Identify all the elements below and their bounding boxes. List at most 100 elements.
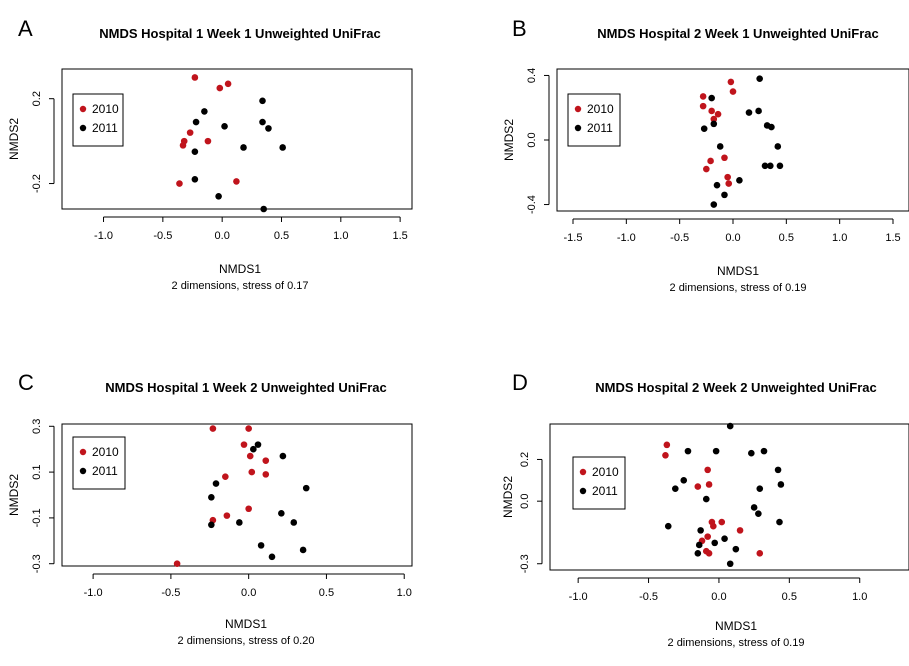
legend-marker bbox=[79, 467, 87, 475]
x-axis-label: NMDS1 bbox=[715, 619, 757, 633]
chart-title: NMDS Hospital 2 Week 1 Unweighted UniFra… bbox=[597, 26, 878, 41]
data-point-2010 bbox=[704, 466, 711, 474]
data-point-2010 bbox=[707, 157, 714, 165]
data-point-2010 bbox=[699, 102, 707, 110]
data-point-2011 bbox=[664, 522, 672, 530]
y-tick-label: 0.4 bbox=[526, 68, 538, 83]
legend-marker bbox=[79, 448, 87, 456]
data-point-2010 bbox=[756, 550, 764, 557]
data-point-2011 bbox=[279, 452, 287, 460]
y-tick-label: -0.1 bbox=[31, 508, 43, 527]
data-point-2010 bbox=[729, 88, 737, 95]
data-point-2011 bbox=[774, 466, 782, 474]
legend-entry: 2011 bbox=[587, 121, 613, 135]
data-point-2011 bbox=[299, 546, 307, 554]
legend-entry: 2011 bbox=[92, 121, 118, 135]
data-point-2010 bbox=[663, 441, 671, 449]
y-tick-label: 0.1 bbox=[31, 464, 43, 479]
y-axis-label: NMDS2 bbox=[501, 476, 515, 518]
data-point-2011 bbox=[697, 527, 704, 534]
data-point-2010 bbox=[703, 165, 710, 173]
data-point-2011 bbox=[695, 541, 703, 549]
data-point-2011 bbox=[712, 447, 720, 455]
x-axis-label: NMDS1 bbox=[219, 262, 261, 276]
data-point-2010 bbox=[699, 93, 707, 100]
y-tick-label: -0.2 bbox=[31, 174, 43, 193]
data-point-2011 bbox=[265, 125, 272, 132]
data-point-2011 bbox=[302, 484, 310, 492]
data-point-2011 bbox=[279, 144, 286, 151]
data-point-2011 bbox=[208, 493, 215, 501]
x-tick-label: 0.0 bbox=[711, 591, 726, 603]
legend-marker bbox=[574, 124, 582, 132]
data-point-2011 bbox=[191, 176, 199, 183]
data-point-2010 bbox=[191, 74, 199, 81]
data-point-2011 bbox=[745, 109, 753, 116]
x-tick-label: -1.0 bbox=[617, 232, 636, 244]
data-point-2010 bbox=[662, 451, 669, 459]
x-tick-label: 1.5 bbox=[885, 232, 900, 244]
legend-entry: 2011 bbox=[592, 484, 618, 498]
data-point-2011 bbox=[250, 445, 257, 453]
data-point-2011 bbox=[756, 75, 763, 82]
data-point-2010 bbox=[704, 533, 711, 540]
data-point-2010 bbox=[725, 180, 733, 187]
panel-label: B bbox=[512, 16, 527, 41]
legend-box bbox=[567, 93, 621, 147]
y-tick-label: 0.0 bbox=[526, 132, 538, 147]
data-point-2011 bbox=[671, 485, 679, 492]
data-point-2011 bbox=[721, 191, 728, 199]
data-point-2010 bbox=[224, 80, 232, 88]
data-point-2011 bbox=[236, 519, 243, 526]
data-point-2011 bbox=[756, 485, 764, 492]
legend-box bbox=[72, 93, 124, 147]
data-point-2011 bbox=[748, 449, 755, 457]
stress-subtitle: 2 dimensions, stress of 0.17 bbox=[172, 280, 309, 292]
data-point-2011 bbox=[736, 177, 743, 184]
data-point-2011 bbox=[760, 447, 768, 455]
data-point-2010 bbox=[209, 425, 217, 432]
data-point-2011 bbox=[776, 518, 783, 526]
data-point-2010 bbox=[204, 137, 212, 145]
data-point-2010 bbox=[708, 107, 715, 115]
data-point-2010 bbox=[186, 129, 194, 136]
y-axis-label: NMDS2 bbox=[502, 119, 516, 161]
x-axis-label: NMDS1 bbox=[717, 264, 759, 278]
legend-entry: 2010 bbox=[92, 445, 119, 459]
x-tick-label: 0.5 bbox=[782, 591, 797, 603]
x-tick-label: 1.0 bbox=[832, 232, 847, 244]
data-point-2010 bbox=[246, 452, 254, 460]
panel-d: D NMDS Hospital 2 Week 2 Unweighted UniFr… bbox=[501, 370, 909, 649]
data-point-2010 bbox=[176, 180, 183, 187]
data-point-2011 bbox=[290, 519, 298, 526]
y-tick-label: -0.3 bbox=[519, 554, 531, 573]
chart-title: NMDS Hospital 2 Week 2 Unweighted UniFra… bbox=[595, 380, 876, 395]
data-point-2011 bbox=[721, 535, 728, 543]
data-point-2010 bbox=[222, 473, 229, 480]
plot-frame bbox=[61, 68, 413, 210]
data-point-2011 bbox=[254, 441, 262, 448]
x-tick-label: 0.5 bbox=[274, 230, 289, 242]
data-point-2011 bbox=[278, 510, 285, 517]
plot-frame bbox=[61, 423, 413, 567]
data-point-2011 bbox=[240, 144, 247, 151]
legend-box bbox=[72, 436, 126, 490]
stress-subtitle: 2 dimensions, stress of 0.19 bbox=[668, 637, 805, 649]
data-point-2010 bbox=[718, 518, 726, 526]
x-tick-label: 1.0 bbox=[333, 230, 348, 242]
legend-entry: 2010 bbox=[587, 102, 614, 116]
y-tick-label: -0.4 bbox=[526, 195, 538, 214]
data-point-2011 bbox=[713, 181, 721, 189]
data-point-2011 bbox=[774, 143, 782, 150]
x-tick-label: -1.5 bbox=[564, 232, 583, 244]
data-point-2010 bbox=[173, 560, 181, 568]
data-point-2011 bbox=[684, 447, 692, 455]
panel-label: A bbox=[18, 16, 33, 41]
data-point-2011 bbox=[215, 192, 222, 200]
data-point-2010 bbox=[240, 441, 248, 448]
data-point-2011 bbox=[700, 125, 708, 133]
data-point-2011 bbox=[761, 162, 769, 170]
x-tick-label: 0.5 bbox=[319, 587, 334, 599]
y-tick-label: 0.2 bbox=[519, 452, 531, 467]
data-point-2010 bbox=[179, 142, 187, 149]
